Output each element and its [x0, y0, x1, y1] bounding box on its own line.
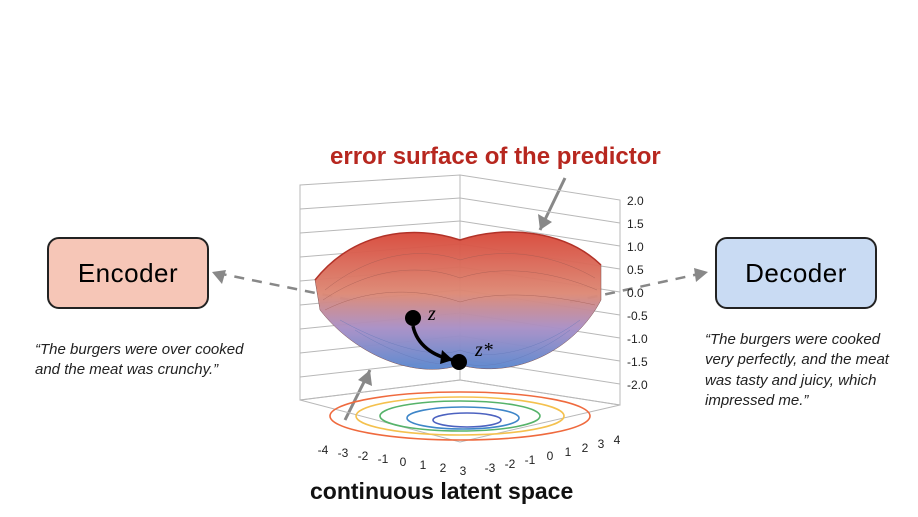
svg-text:-1.5: -1.5 — [627, 355, 648, 369]
encoder-label: Encoder — [78, 258, 178, 289]
svg-text:-2.0: -2.0 — [627, 378, 648, 392]
svg-text:2: 2 — [582, 441, 589, 455]
svg-text:2.0: 2.0 — [627, 194, 644, 208]
error-surface-title: error surface of the predictor — [330, 143, 661, 171]
svg-text:-1: -1 — [378, 452, 389, 466]
svg-text:-1.0: -1.0 — [627, 332, 648, 346]
svg-text:0.0: 0.0 — [627, 286, 644, 300]
encoder-caption: “The burgers were over cooked and the me… — [35, 340, 245, 381]
svg-text:-1: -1 — [525, 453, 536, 467]
contour-lines — [330, 392, 590, 440]
svg-text:-2: -2 — [358, 449, 369, 463]
svg-text:-2: -2 — [505, 457, 516, 471]
svg-text:3: 3 — [460, 464, 467, 478]
z-label: z — [427, 303, 436, 325]
latent-space-title: continuous latent space — [310, 478, 573, 505]
svg-text:0.5: 0.5 — [627, 263, 644, 277]
svg-text:0: 0 — [547, 449, 554, 463]
svg-text:3: 3 — [598, 437, 605, 451]
svg-text:1.0: 1.0 — [627, 240, 644, 254]
x-axis-ticks: -4 -3 -2 -1 0 1 2 3 — [318, 443, 467, 478]
decoder-box: Decoder — [715, 237, 877, 309]
surface-body — [315, 232, 601, 369]
svg-text:1: 1 — [565, 445, 572, 459]
svg-text:1: 1 — [420, 458, 427, 472]
svg-text:1.5: 1.5 — [627, 217, 644, 231]
svg-text:4: 4 — [614, 433, 621, 447]
svg-text:-4: -4 — [318, 443, 329, 457]
decoder-label: Decoder — [745, 258, 847, 289]
svg-text:-0.5: -0.5 — [627, 309, 648, 323]
svg-text:0: 0 — [400, 455, 407, 469]
svg-text:2: 2 — [440, 461, 447, 475]
svg-text:-3: -3 — [485, 461, 496, 475]
zstar-label: z* — [474, 339, 493, 361]
svg-text:-3: -3 — [338, 446, 349, 460]
encoder-box: Encoder — [47, 237, 209, 309]
decoder-caption: “The burgers were cooked very perfectly,… — [705, 330, 905, 411]
z-axis-ticks: 2.0 1.5 1.0 0.5 0.0 -0.5 -1.0 -1.5 -2.0 — [627, 194, 648, 392]
surface-plot: z z* 2.0 1.5 1.0 0.5 0.0 -0.5 -1.0 -1.5 … — [265, 170, 655, 480]
